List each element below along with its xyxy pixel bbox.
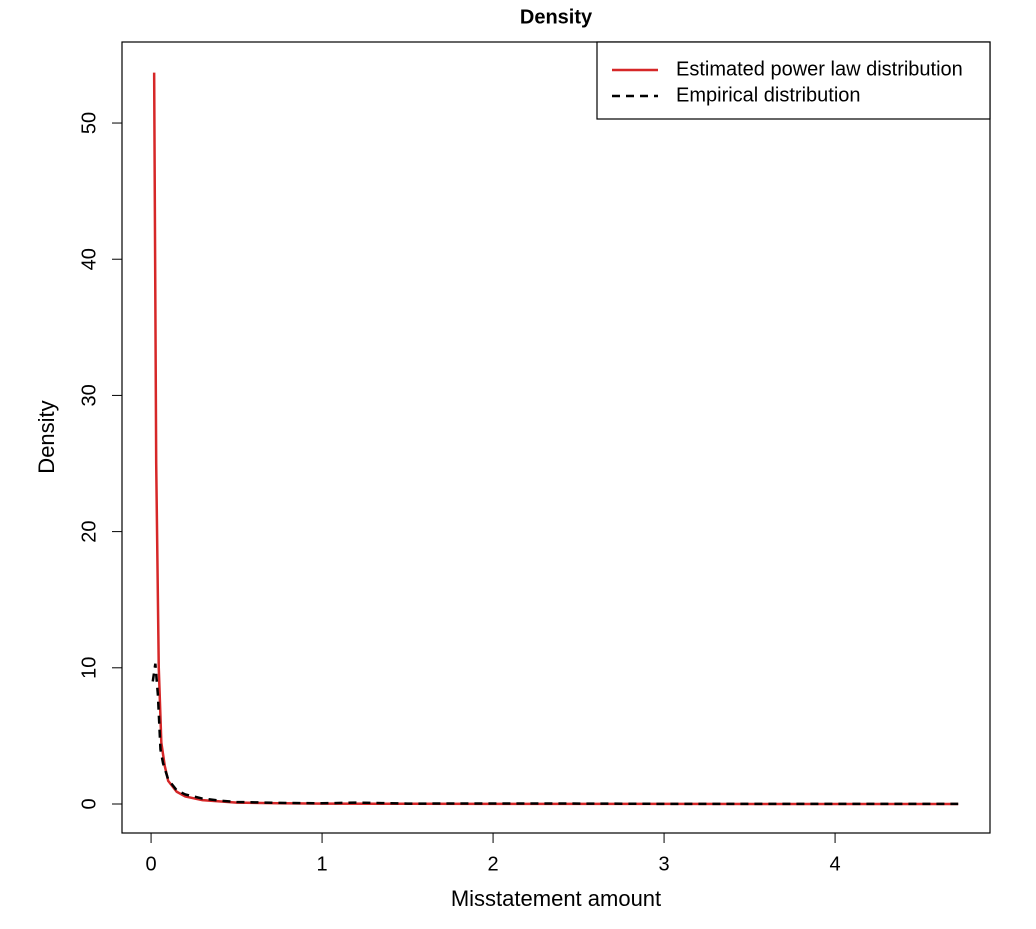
data-line xyxy=(151,663,959,806)
x-tick-label: 0 xyxy=(146,853,157,875)
x-tick-label: 1 xyxy=(317,853,328,875)
x-tick-label: 3 xyxy=(659,853,670,875)
y-tick-label: 30 xyxy=(78,384,100,406)
y-tick-label: 0 xyxy=(78,798,100,809)
legend-label: Empirical distribution xyxy=(676,84,861,106)
x-axis-label: Misstatement amount xyxy=(451,886,661,911)
data-line xyxy=(152,72,959,806)
legend-label: Estimated power law distribution xyxy=(676,58,963,80)
x-tick-label: 2 xyxy=(488,853,499,875)
y-axis-label: Density xyxy=(34,400,59,473)
x-tick-label: 4 xyxy=(830,853,841,875)
y-tick-label: 10 xyxy=(78,657,100,679)
y-tick-label: 50 xyxy=(78,112,100,134)
y-tick-label: 20 xyxy=(78,520,100,542)
plot-frame xyxy=(121,41,991,834)
chart-title: Density xyxy=(520,6,593,28)
y-tick-label: 40 xyxy=(78,248,100,270)
legend-box xyxy=(596,41,991,120)
